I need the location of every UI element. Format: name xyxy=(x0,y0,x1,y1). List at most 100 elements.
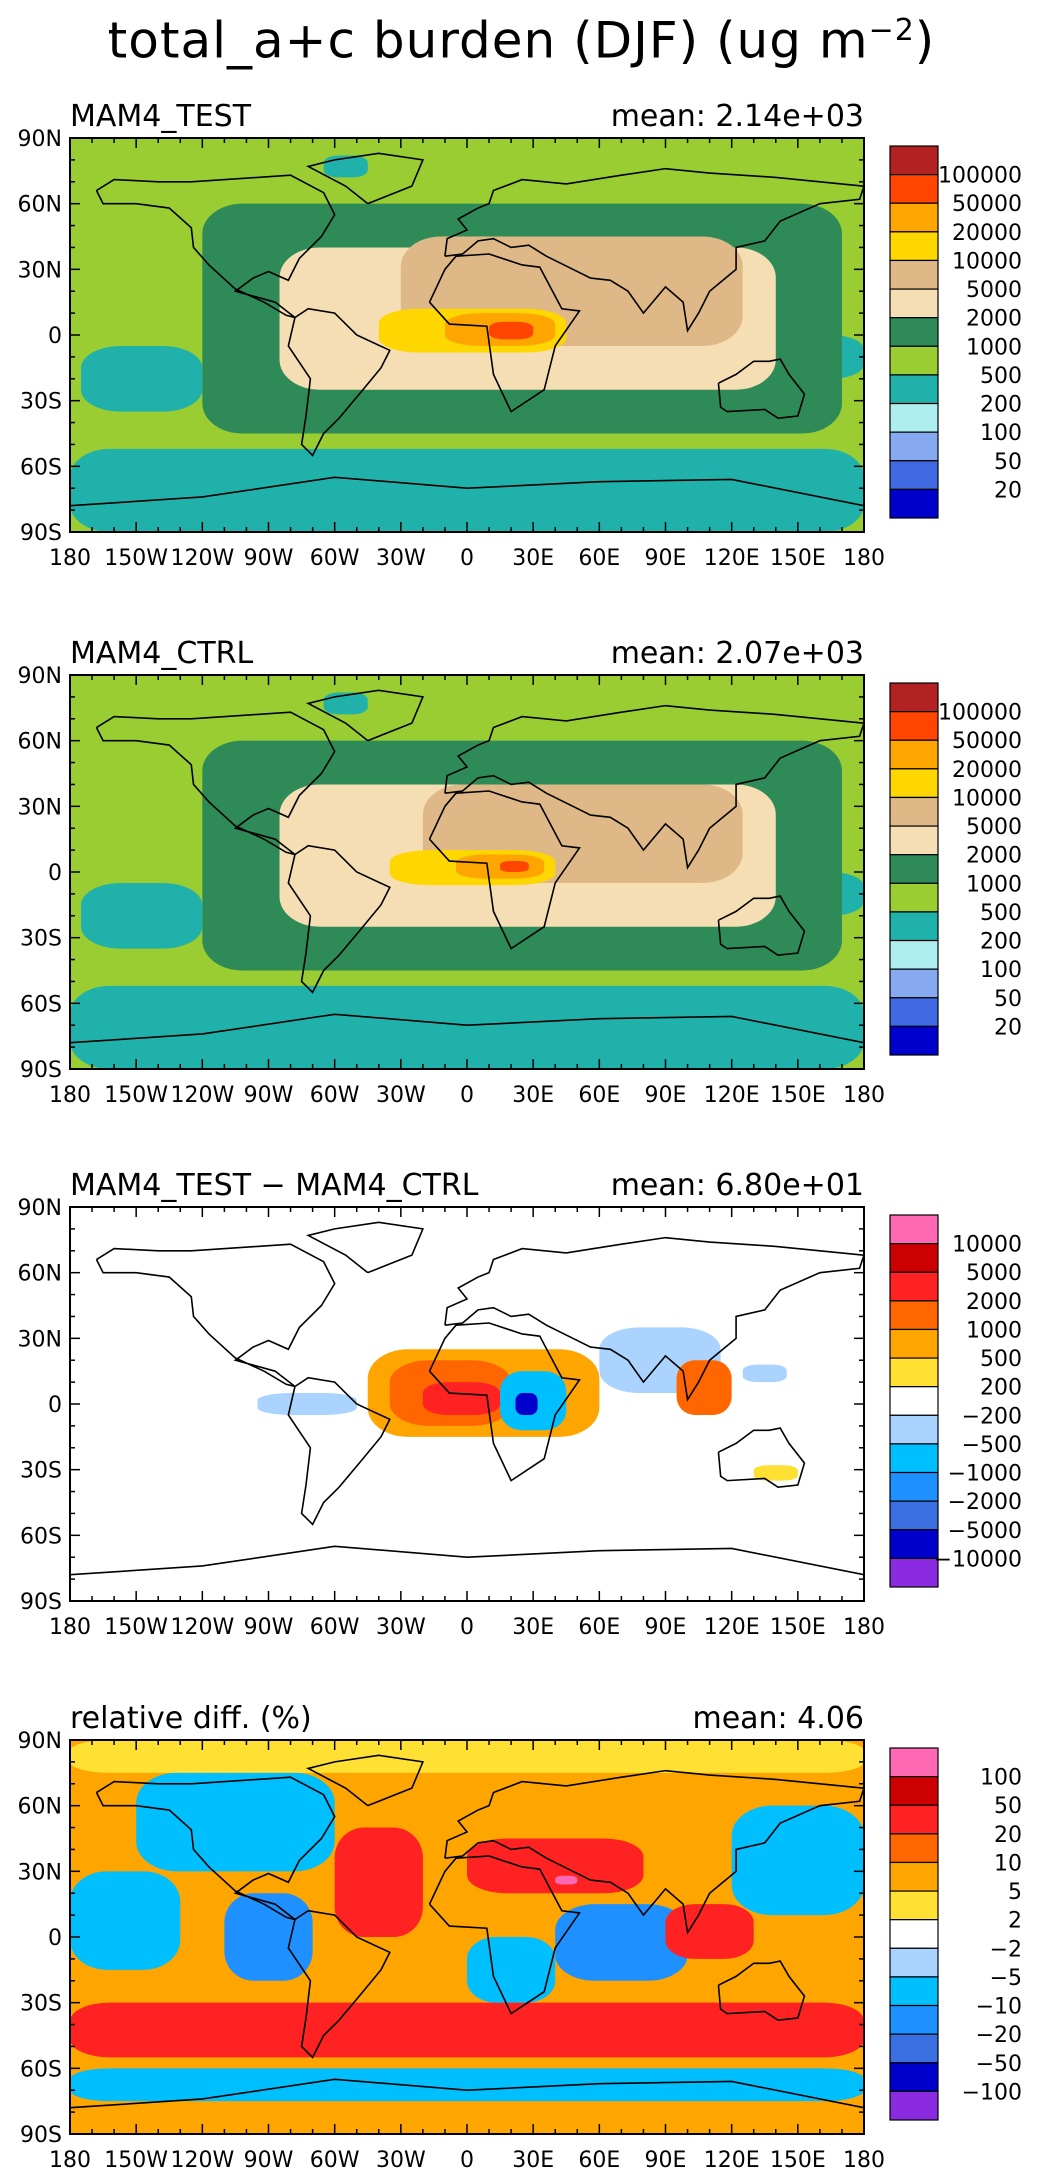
colorbar-label: 2 xyxy=(1008,1909,1022,1934)
lat-tick-label: 90N xyxy=(18,664,62,689)
colorbar-label: 500 xyxy=(980,901,1022,926)
contour-region xyxy=(70,2002,864,2058)
contour-region xyxy=(742,1364,787,1383)
colorbar-label: 50000 xyxy=(952,192,1022,217)
colorbar-label: 20000 xyxy=(952,221,1022,246)
lat-tick-label: 90N xyxy=(18,1729,62,1754)
colorbar-label: 2000 xyxy=(966,307,1022,332)
ticks xyxy=(69,137,865,533)
contour-region xyxy=(70,985,864,1069)
coastline xyxy=(287,307,391,457)
colorbar-label: −100 xyxy=(962,2080,1022,2105)
colorbar-label: 10 xyxy=(994,1851,1022,1876)
colorbar-label: −5000 xyxy=(948,1519,1022,1544)
coastline xyxy=(444,167,864,333)
colorbar-label: 50000 xyxy=(952,729,1022,754)
coastline xyxy=(444,1769,864,1935)
colorbar-swatch xyxy=(889,460,939,490)
map-panel-4: relative diff. (%) mean: 4.06 180 150W 120W 9… xyxy=(18,1701,1022,2173)
lon-tick-label: 0 xyxy=(460,1615,474,1640)
lon-tick-label: 60E xyxy=(578,546,620,571)
contour-region xyxy=(70,1871,181,1970)
lon-tick-label: 180 xyxy=(49,2148,91,2173)
lat-tick-label: 30S xyxy=(20,390,62,415)
lon-tick-label: 180 xyxy=(843,2148,885,2173)
coastline xyxy=(305,1221,425,1274)
lon-tick-label: 30W xyxy=(376,1083,426,1108)
lon-tick-label: 120W xyxy=(170,1615,234,1640)
lat-tick-label: 60N xyxy=(18,1795,62,1820)
colorbar-swatch xyxy=(889,1214,939,1245)
lat-tick-label: 30N xyxy=(18,1860,62,1885)
lon-tick-label: 150E xyxy=(770,1083,826,1108)
lon-tick-label: 120E xyxy=(704,1083,760,1108)
contour-region xyxy=(489,321,534,340)
lat-tick-label: 0 xyxy=(48,1926,62,1951)
lon-tick-label: 90W xyxy=(244,2148,294,2173)
contour-region xyxy=(81,882,203,949)
colorbar-swatch xyxy=(889,1025,939,1056)
contour-region xyxy=(515,1393,538,1415)
colorbar-label: −1000 xyxy=(948,1462,1022,1487)
coastline xyxy=(444,1236,864,1402)
coastline xyxy=(428,1855,581,2015)
lat-tick-label: 60S xyxy=(20,2057,62,2082)
colorbar-label: 200 xyxy=(980,393,1022,418)
colorbar-label: −2000 xyxy=(948,1490,1022,1515)
colorbar-label: 500 xyxy=(980,1347,1022,1372)
colorbar-label: −10 xyxy=(976,1995,1022,2020)
coastlines xyxy=(70,1221,864,1576)
lon-tick-label: 180 xyxy=(49,546,91,571)
coastline xyxy=(95,1243,336,1388)
lon-tick-label: 120E xyxy=(704,1615,760,1640)
colorbar-swatch xyxy=(889,1386,939,1416)
lon-tick-label: 0 xyxy=(460,2148,474,2173)
colorbar-swatch xyxy=(889,1947,939,1978)
lat-tick-label: 0 xyxy=(48,324,62,349)
lat-tick-label: 90S xyxy=(20,521,62,546)
colorbar-label: 10000 xyxy=(952,249,1022,274)
colorbar-swatch xyxy=(889,1919,939,1949)
coastline xyxy=(70,1013,864,1044)
lon-tick-label: 90E xyxy=(645,2148,687,2173)
colorbar-label: 2000 xyxy=(966,1290,1022,1315)
colorbar-label: 20 xyxy=(994,478,1022,503)
contour-fills xyxy=(70,675,864,1069)
lon-tick-label: 30E xyxy=(512,1083,554,1108)
lon-tick-label: 180 xyxy=(49,1083,91,1108)
lon-tick-label: 120E xyxy=(704,546,760,571)
lon-tick-label: 120W xyxy=(170,546,234,571)
colorbar-swatch xyxy=(889,402,939,433)
colorbar-swatch xyxy=(889,2033,939,2064)
colorbar-swatch xyxy=(889,739,939,770)
colorbar-swatch xyxy=(889,1300,939,1331)
coastline xyxy=(95,1776,336,1921)
colorbar-label: −500 xyxy=(962,1433,1022,1458)
panel-title: MAM4_TEST xyxy=(70,99,252,134)
coastline xyxy=(717,1960,806,2022)
contour-region xyxy=(422,1382,501,1415)
colorbar-label: −200 xyxy=(962,1404,1022,1429)
colorbar-label: −50 xyxy=(976,2052,1022,2077)
lat-tick-label: 30N xyxy=(18,258,62,283)
coastline xyxy=(95,174,336,319)
contour-region xyxy=(136,1772,335,1872)
colorbar-label: 5000 xyxy=(966,278,1022,303)
colorbar-swatch xyxy=(889,2062,939,2092)
lon-tick-label: 180 xyxy=(843,546,885,571)
coastline xyxy=(70,476,864,507)
lon-tick-label: 120E xyxy=(704,2148,760,2173)
colorbar-label: 2000 xyxy=(966,844,1022,869)
colorbar-swatch xyxy=(889,2004,939,2035)
lat-tick-label: 60N xyxy=(18,193,62,218)
colorbar: 100000 50000 20000 10000 5000 2000 1000 500 200 1… xyxy=(889,682,1022,1056)
lon-tick-label: 120W xyxy=(170,1083,234,1108)
lat-tick-label: 0 xyxy=(48,861,62,886)
lat-tick-label: 30S xyxy=(20,1459,62,1484)
coastline xyxy=(305,152,425,205)
colorbar-label: 1000 xyxy=(966,1318,1022,1343)
coastline xyxy=(287,1909,391,2059)
colorbar-swatch xyxy=(889,825,939,856)
colorbar-swatch xyxy=(889,997,939,1027)
contour-region xyxy=(555,1875,578,1885)
